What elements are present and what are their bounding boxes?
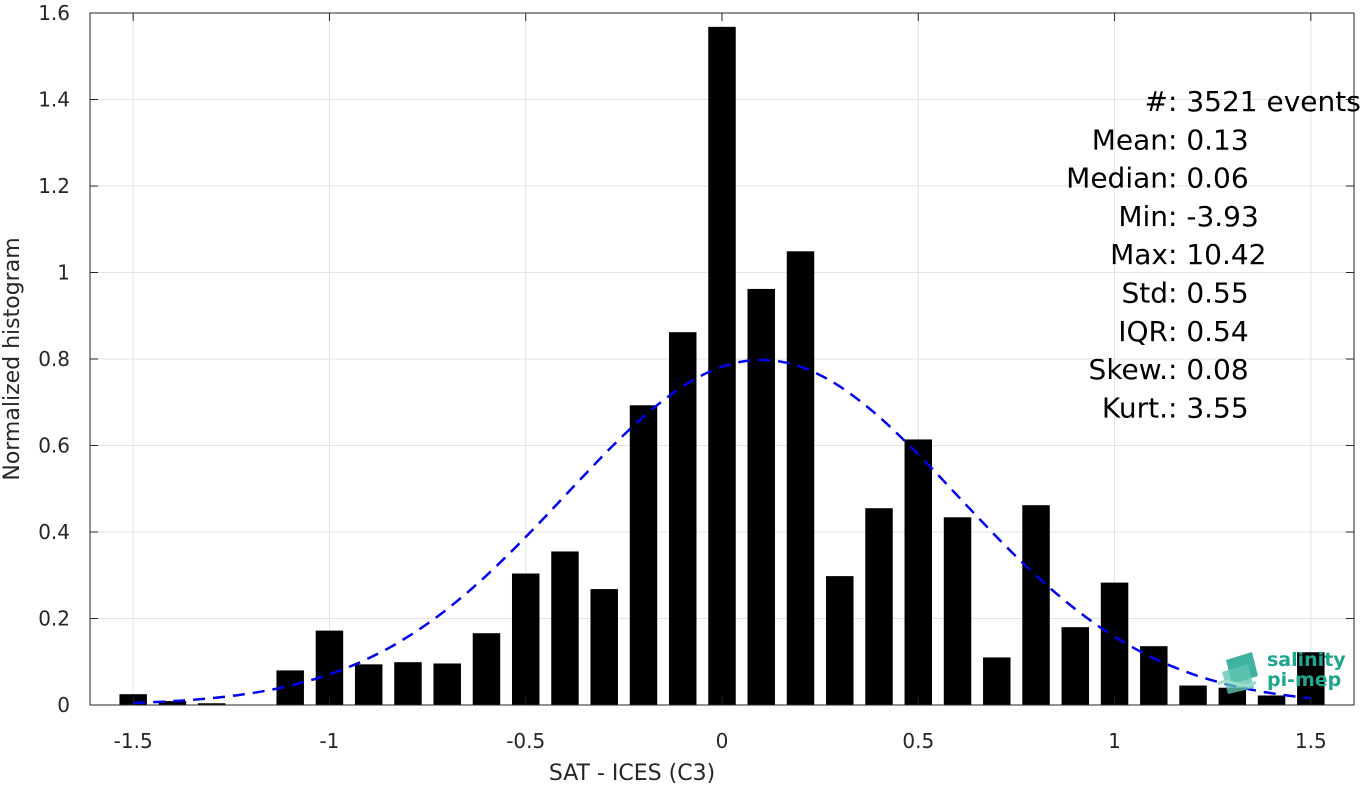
logo-icon — [1217, 652, 1258, 694]
x-axis-ticks: -1.5 -1 -0.5 0 0.5 1 1.5 — [114, 13, 1327, 753]
histogram-bar — [1218, 687, 1247, 705]
x-tick-label: -0.5 — [506, 729, 545, 753]
histogram-bar — [826, 576, 854, 705]
histogram-bar — [551, 551, 579, 705]
gaussian-fit-curve — [133, 358, 1311, 705]
y-tick-label: 1 — [57, 261, 70, 285]
y-tick-label: 0.4 — [38, 520, 70, 544]
stat-key: Skew. — [1089, 353, 1168, 386]
salinity-pimep-logo: salinity pi-mep — [1217, 649, 1346, 694]
histogram-bar — [197, 703, 226, 705]
y-tick-label: 1.4 — [38, 88, 70, 112]
histogram-bar — [786, 251, 815, 705]
histogram-bar — [511, 573, 540, 705]
stat-key: Std — [1121, 277, 1168, 310]
stat-value: : 0.08 — [1168, 353, 1249, 386]
y-axis-ticks: 0 0.2 0.4 0.6 0.8 1 1.2 1.4 1.6 — [38, 1, 1354, 717]
histogram-bar — [1140, 646, 1168, 705]
x-tick-label: 1.5 — [1295, 729, 1327, 753]
histogram-bars — [119, 26, 1325, 705]
stat-key: IQR — [1118, 315, 1168, 348]
histogram-bar — [1257, 695, 1286, 705]
histogram-bar — [590, 589, 618, 705]
histogram-bar — [1179, 685, 1207, 705]
stat-key: Median — [1066, 162, 1168, 195]
histogram-bar — [433, 663, 461, 705]
stat-key: Mean — [1092, 123, 1168, 156]
stat-value: : 10.42 — [1168, 238, 1267, 271]
stat-value: : 0.06 — [1168, 162, 1249, 195]
histogram-bar — [629, 405, 658, 705]
x-axis-label: SAT - ICES (C3) — [549, 761, 715, 785]
histogram-bar — [669, 332, 697, 705]
x-tick-label: -1 — [319, 729, 339, 753]
histogram-bar — [1022, 505, 1050, 705]
histogram-bar — [1297, 652, 1325, 705]
stat-value: : 3521 events — [1168, 85, 1361, 118]
y-axis-label: Normalized histogram — [0, 237, 25, 480]
histogram-bar — [1100, 582, 1129, 705]
stat-value: : 0.54 — [1168, 315, 1249, 348]
histogram-bar — [983, 657, 1011, 705]
y-tick-label: 0.8 — [38, 347, 70, 371]
stat-value: : -3.93 — [1168, 200, 1259, 233]
stat-key: Max — [1110, 238, 1168, 271]
histogram-bar — [315, 630, 344, 705]
logo-text-line1: salinity — [1267, 649, 1346, 671]
stat-value: : 0.13 — [1168, 123, 1249, 156]
histogram-bar — [865, 508, 893, 705]
stat-key: Kurt. — [1102, 391, 1168, 424]
stat-key: # — [1145, 85, 1168, 118]
y-tick-label: 1.6 — [38, 1, 70, 25]
histogram-bar — [904, 439, 933, 705]
x-tick-label: 0.5 — [902, 729, 934, 753]
histogram-bar — [943, 517, 972, 705]
histogram-bar — [1061, 627, 1090, 705]
histogram-bar — [354, 664, 383, 705]
y-tick-label: 1.2 — [38, 174, 70, 198]
y-tick-label: 0 — [57, 693, 70, 717]
x-tick-label: 1 — [1108, 729, 1121, 753]
histogram-bar — [158, 701, 187, 705]
x-tick-label: 0 — [716, 729, 729, 753]
y-tick-label: 0.2 — [38, 607, 70, 631]
histogram-bar — [472, 633, 501, 705]
logo-text-line2: pi-mep — [1267, 669, 1341, 691]
stat-value: : 0.55 — [1168, 277, 1249, 310]
x-tick-label: -1.5 — [114, 729, 153, 753]
y-tick-label: 0.6 — [38, 434, 70, 458]
stat-key: Min — [1118, 200, 1168, 233]
histogram-bar — [394, 662, 422, 705]
stat-value: : 3.55 — [1168, 391, 1249, 424]
histogram-bar — [747, 288, 775, 705]
